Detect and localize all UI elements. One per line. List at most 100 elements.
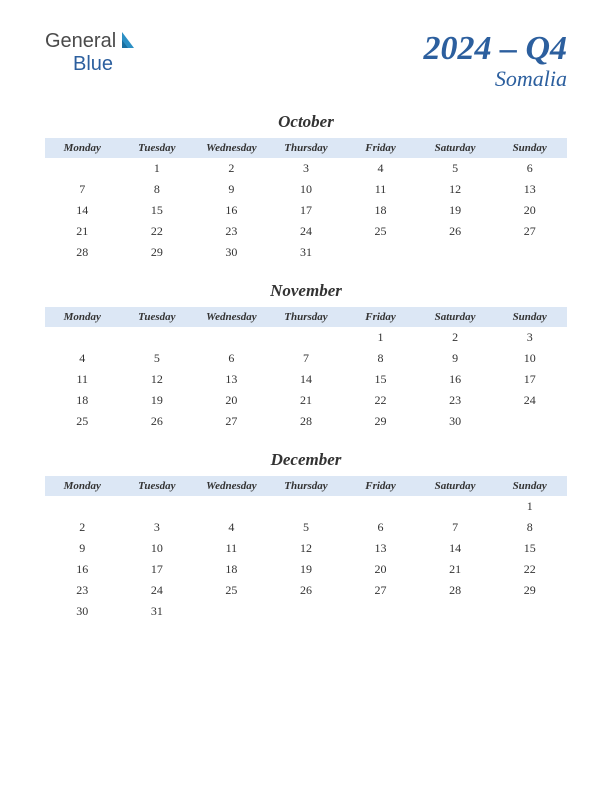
calendar-cell: 25 [45,411,120,432]
calendar-cell: 1 [120,158,195,179]
weekday-header: Saturday [418,307,493,327]
calendar-cell: 8 [120,179,195,200]
month-block-november: NovemberMondayTuesdayWednesdayThursdayFr… [45,281,567,432]
calendar-cell: 24 [269,221,344,242]
calendar-cell: 4 [45,348,120,369]
calendar-cell: 30 [418,411,493,432]
calendar-cell [343,601,418,622]
calendar-cell: 27 [492,221,567,242]
calendar-cell: 23 [418,390,493,411]
calendar-cell: 2 [194,158,269,179]
calendar-row: 252627282930 [45,411,567,432]
weekday-header: Sunday [492,138,567,158]
calendar-row: 18192021222324 [45,390,567,411]
calendar-cell: 12 [418,179,493,200]
calendar-cell: 18 [194,559,269,580]
weekday-header: Friday [343,476,418,496]
weekday-header: Tuesday [120,476,195,496]
calendar-cell: 14 [45,200,120,221]
calendar-row: 14151617181920 [45,200,567,221]
calendar-cell: 9 [418,348,493,369]
calendar-cell: 19 [120,390,195,411]
calendar-cell: 26 [120,411,195,432]
calendar-cell [45,327,120,348]
calendar-cell: 13 [492,179,567,200]
month-block-october: OctoberMondayTuesdayWednesdayThursdayFri… [45,112,567,263]
calendar-cell: 29 [120,242,195,263]
calendar-cell: 16 [418,369,493,390]
calendar-cell [492,411,567,432]
calendar-cell: 14 [418,538,493,559]
calendar-cell: 7 [45,179,120,200]
calendar-cell: 20 [492,200,567,221]
calendar-cell: 7 [269,348,344,369]
calendar-row: 11121314151617 [45,369,567,390]
calendar-row: 78910111213 [45,179,567,200]
title-main: 2024 – Q4 [423,30,567,68]
calendar-cell: 10 [492,348,567,369]
calendar-cell [120,496,195,517]
weekday-header: Thursday [269,307,344,327]
month-block-december: December MondayTuesdayWednesdayThursdayFr… [45,450,567,622]
weekday-header: Thursday [269,476,344,496]
calendar-row: 21222324252627 [45,221,567,242]
weekday-header: Tuesday [120,307,195,327]
calendar-cell: 14 [269,369,344,390]
weekday-header: Friday [343,307,418,327]
calendar-cell: 10 [269,179,344,200]
calendar-cell: 15 [120,200,195,221]
calendar-cell: 6 [492,158,567,179]
header: General Blue 2024 – Q4 Somalia [45,30,567,92]
calendar-cell: 26 [269,580,344,601]
calendar-cell [418,496,493,517]
calendar-cell: 2 [45,517,120,538]
calendar-cell: 17 [120,559,195,580]
title-block: 2024 – Q4 Somalia [423,30,567,92]
calendar-cell: 25 [343,221,418,242]
calendar-cell [194,601,269,622]
calendar-cell: 30 [194,242,269,263]
calendar-cell: 3 [269,158,344,179]
calendar-cell: 18 [343,200,418,221]
calendar-table: MondayTuesdayWednesdayThursdayFridaySatu… [45,307,567,432]
weekday-header: Sunday [492,476,567,496]
month-title: October [45,112,567,132]
calendar-cell: 21 [269,390,344,411]
calendar-cell [269,601,344,622]
calendar-cell [194,327,269,348]
calendar-cell: 24 [492,390,567,411]
calendar-cell: 13 [343,538,418,559]
calendar-cell: 8 [492,517,567,538]
calendar-row: 28293031 [45,242,567,263]
calendar-cell: 2 [418,327,493,348]
calendar-cell: 25 [194,580,269,601]
calendar-cell: 29 [343,411,418,432]
calendar-cell: 22 [120,221,195,242]
calendar-cell: 19 [269,559,344,580]
calendar-cell: 16 [45,559,120,580]
calendar-cell: 17 [492,369,567,390]
title-sub: Somalia [423,66,567,92]
calendar-cell [418,242,493,263]
calendar-cell: 11 [343,179,418,200]
calendar-cell: 6 [343,517,418,538]
calendar-cell [492,242,567,263]
calendar-cell: 6 [194,348,269,369]
calendar-cell: 28 [269,411,344,432]
calendar-cell: 26 [418,221,493,242]
calendar-cell: 11 [45,369,120,390]
calendar-cell: 3 [120,517,195,538]
calendar-cell: 5 [269,517,344,538]
calendar-cell: 12 [269,538,344,559]
weekday-header: Monday [45,476,120,496]
months-container: OctoberMondayTuesdayWednesdayThursdayFri… [45,112,567,622]
month-title: December [45,450,567,470]
weekday-header: Wednesday [194,476,269,496]
calendar-cell: 20 [343,559,418,580]
calendar-cell: 5 [418,158,493,179]
calendar-cell: 22 [343,390,418,411]
calendar-row: 1 [45,496,567,517]
calendar-cell: 24 [120,580,195,601]
calendar-cell: 21 [418,559,493,580]
weekday-header: Monday [45,307,120,327]
